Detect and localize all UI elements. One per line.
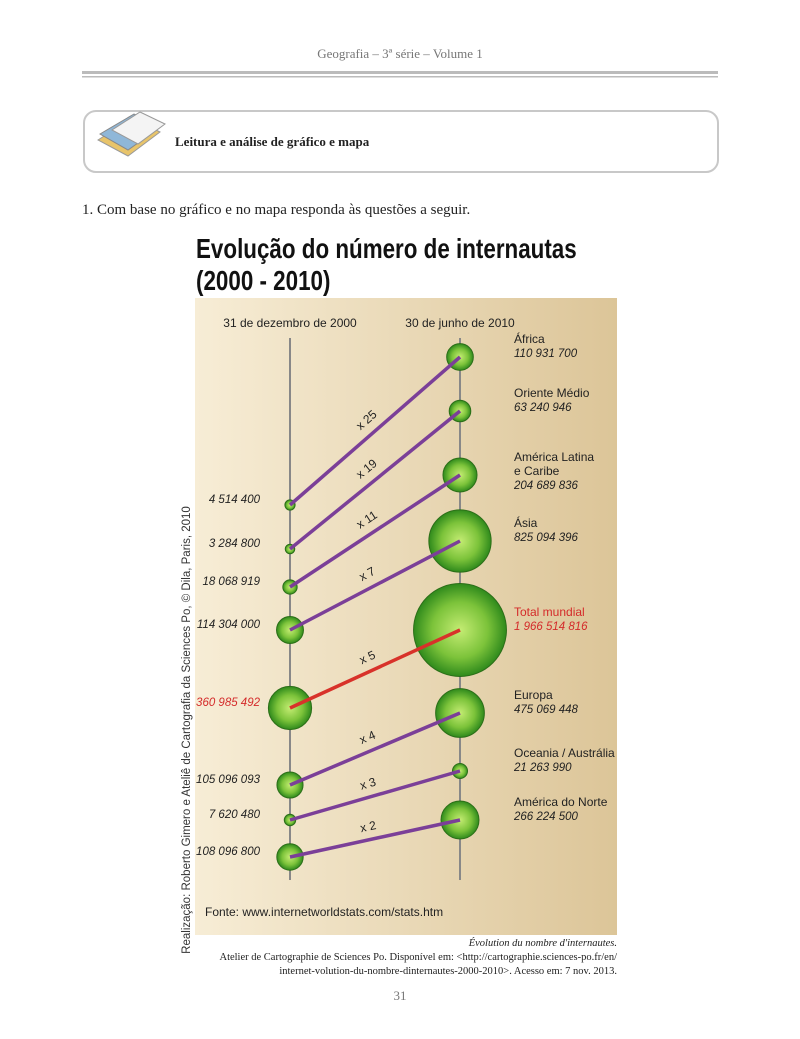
value-2000-label: 105 096 093 [196, 774, 261, 786]
growth-label: x 5 [357, 648, 378, 668]
section-box [83, 110, 719, 173]
growth-line [289, 769, 461, 822]
value-2010-label: 110 931 700 [514, 348, 578, 360]
region-name: Ásia [514, 515, 538, 530]
header-rule [82, 71, 718, 74]
region-name: Oriente Médio [514, 386, 590, 400]
value-2000-label: 4 514 400 [209, 494, 261, 506]
value-2010-label: 1 966 514 816 [514, 621, 588, 633]
value-2000-label: 3 284 800 [209, 538, 261, 550]
page-number: 31 [394, 988, 407, 1003]
growth-label: x 7 [357, 564, 378, 584]
growth-label: x 3 [358, 775, 378, 793]
value-2000-label: 114 304 000 [197, 619, 261, 631]
value-2000-label: 18 068 919 [202, 576, 260, 588]
region-name: Total mundial [514, 605, 585, 619]
region-name: África [514, 331, 545, 346]
region-name: América Latina [514, 450, 594, 464]
header-title: Geografia – 3ª série – Volume 1 [317, 46, 483, 61]
growth-label: x 4 [357, 728, 378, 747]
question: 1. Com base no gráfico e no mapa respond… [82, 202, 470, 218]
caption-line: internet-volution-du-nombre-dinternautes… [279, 966, 617, 977]
value-2000-label: 7 620 480 [209, 809, 261, 821]
header-rule [82, 76, 718, 78]
value-2000-label: 360 985 492 [196, 697, 261, 709]
caption-title: Évolution du nombre d'internautes. [468, 937, 617, 949]
book-icon [97, 111, 166, 157]
growth-line [289, 539, 461, 632]
growth-line [289, 628, 461, 710]
column-header: 30 de junho de 2010 [405, 316, 515, 330]
column-header: 31 de dezembro de 2000 [223, 316, 357, 330]
value-2010-label: 63 240 946 [514, 402, 572, 414]
region-name: Europa [514, 688, 553, 702]
growth-line [289, 711, 461, 787]
growth-line [289, 818, 461, 859]
growth-line [288, 409, 462, 551]
value-2010-label: 204 689 836 [513, 480, 579, 492]
caption-line: Atelier de Cartographie de Sciences Po. … [219, 952, 617, 963]
chart-title: (2000 - 2010) [196, 266, 330, 297]
growth-label: x 2 [359, 818, 378, 835]
region-name: Oceania / Austrália [514, 746, 615, 760]
value-2000-label: 108 096 800 [196, 846, 261, 858]
value-2010-label: 266 224 500 [513, 811, 579, 823]
growth-line [289, 473, 461, 589]
source: Fonte: www.internetworldstats.com/stats.… [205, 905, 443, 919]
value-2010-label: 475 069 448 [514, 704, 579, 716]
chart-title: Evolução do número de internautas [196, 234, 577, 265]
value-2010-label: 21 263 990 [513, 762, 572, 774]
section-title: Leitura e análise de gráfico e mapa [175, 134, 370, 149]
region-name: e Caribe [514, 464, 560, 478]
credit: Realização: Roberto Gimero e Ateliê de C… [181, 506, 193, 954]
region-name: América do Norte [514, 795, 608, 809]
value-2010-label: 825 094 396 [514, 532, 579, 544]
growth-line [288, 355, 462, 507]
